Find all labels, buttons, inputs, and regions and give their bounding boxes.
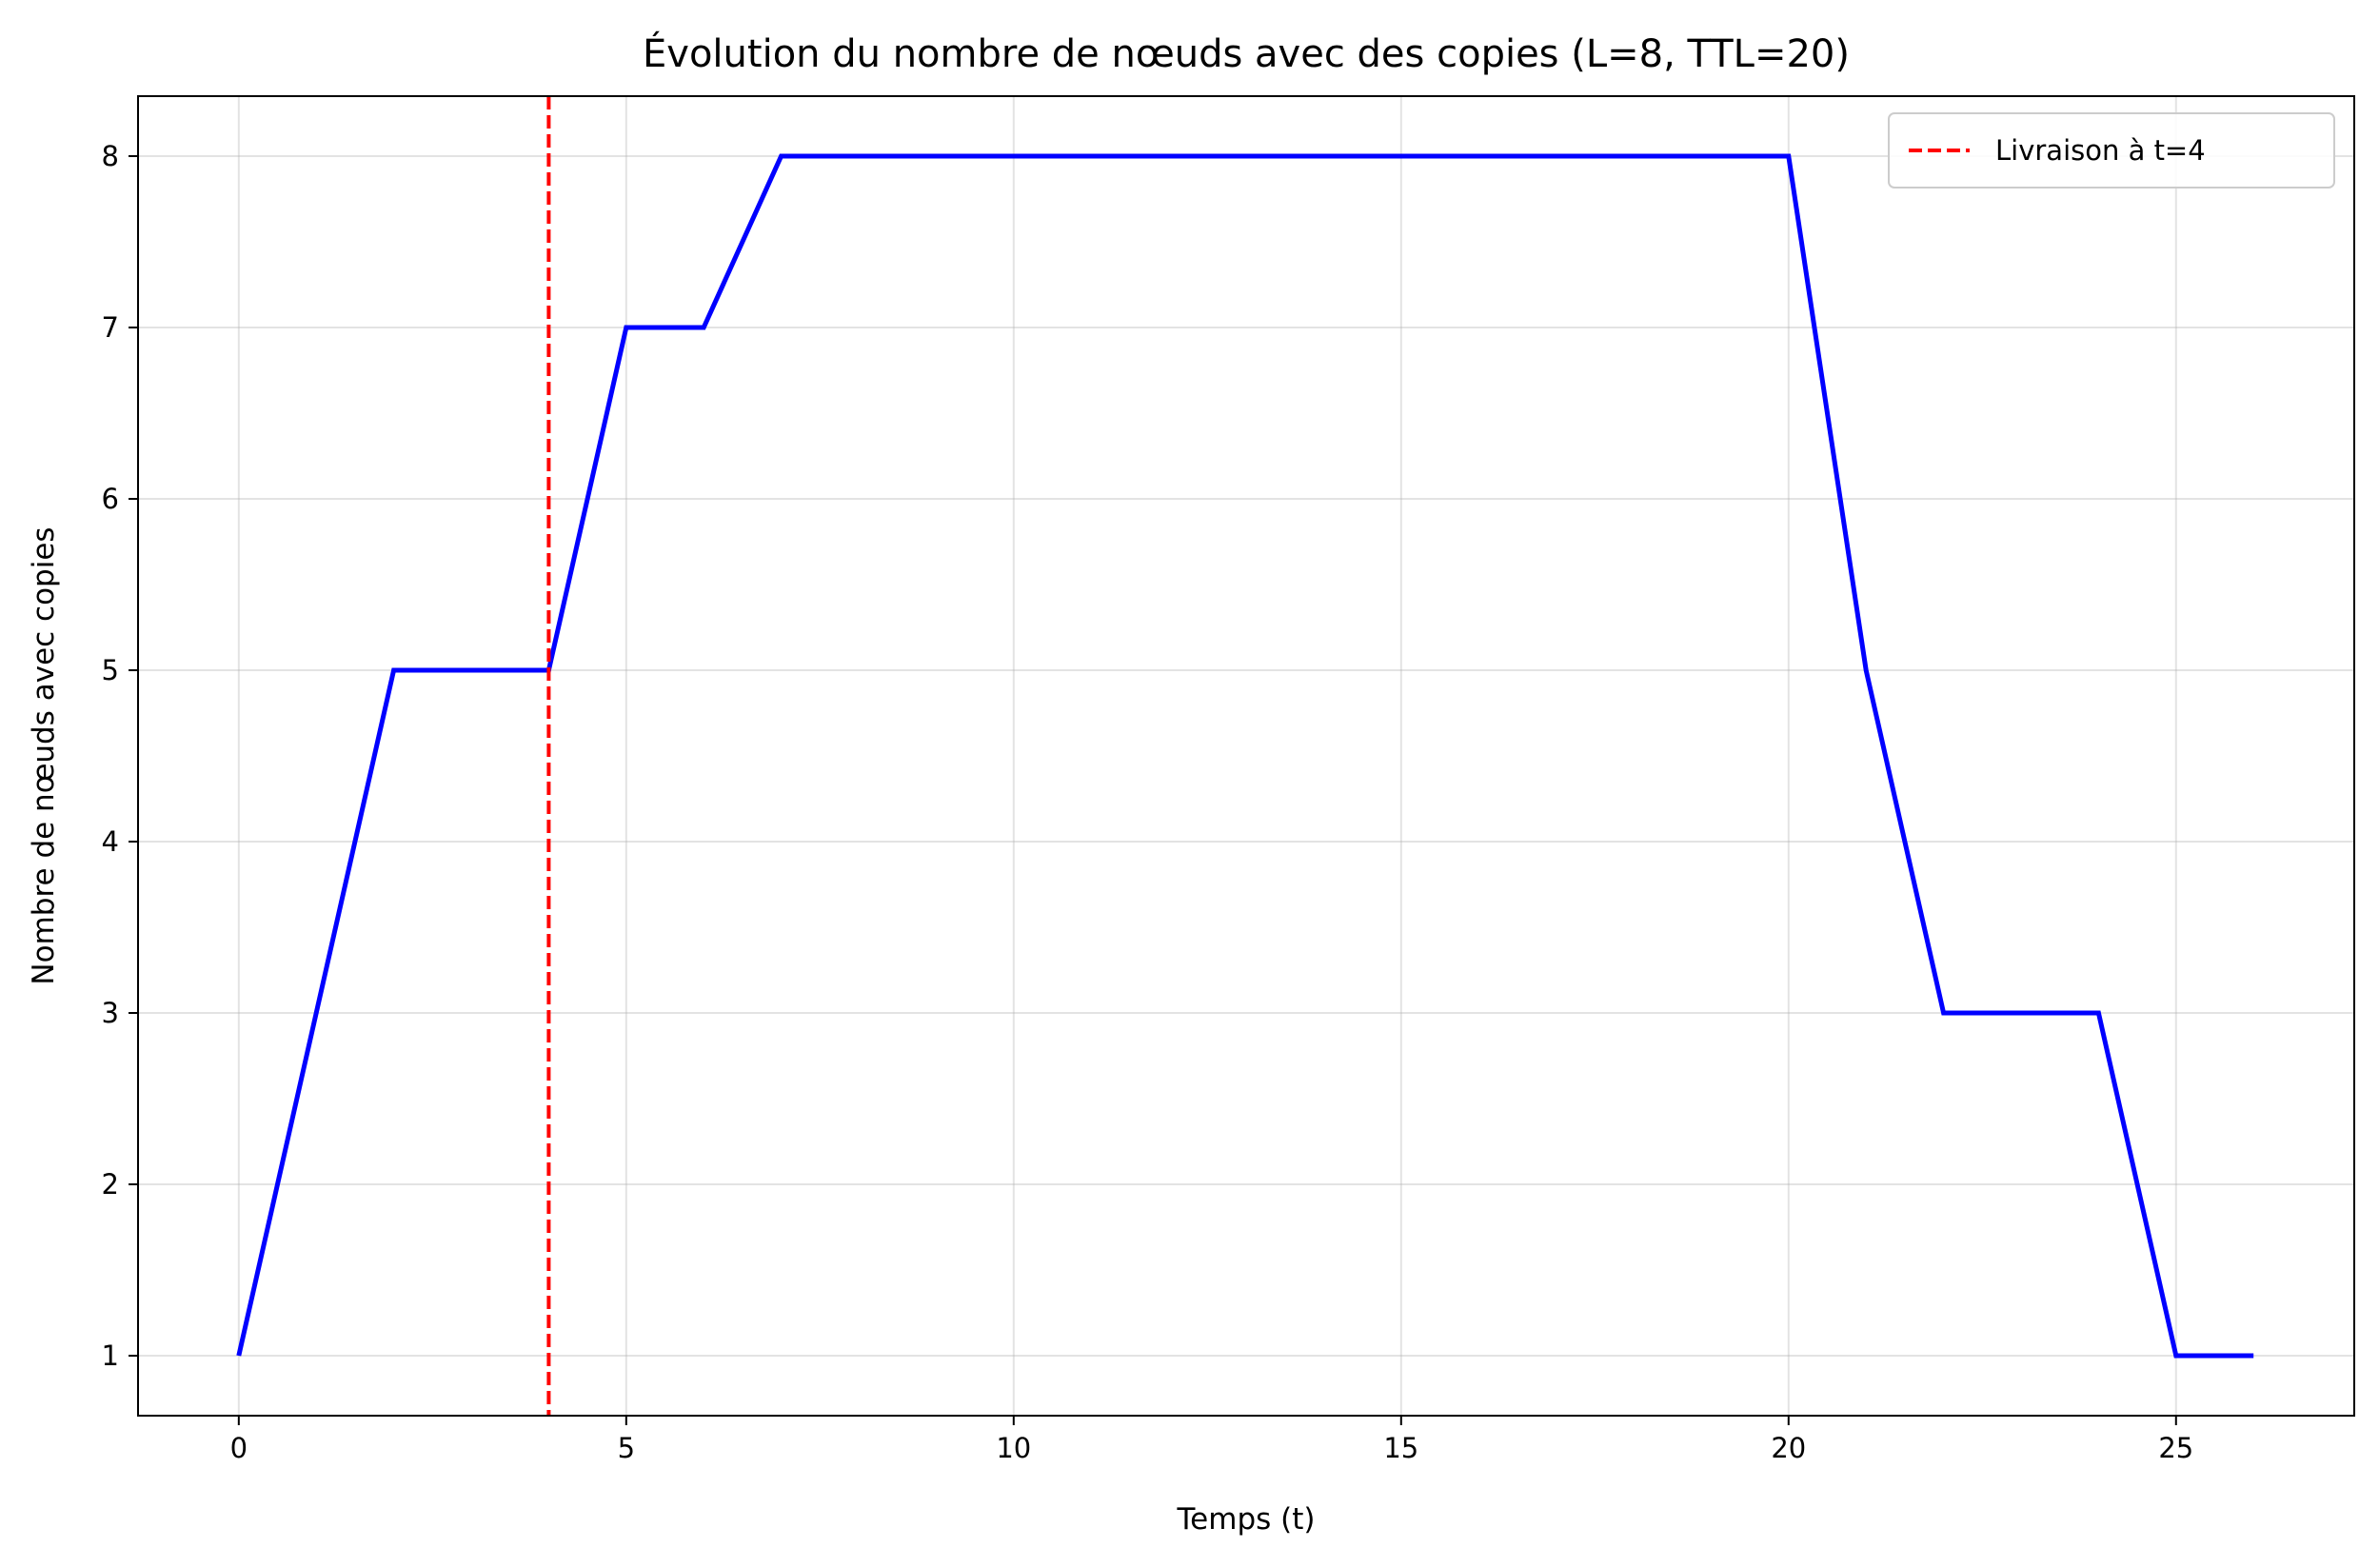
chart-title: Évolution du nombre de nœuds avec des co… [643,30,1850,76]
plot-area [236,96,2254,1416]
x-axis-label: Temps (t) [1177,1502,1316,1537]
x-tick-label: 0 [230,1432,248,1464]
y-tick-label: 6 [102,483,119,515]
y-axis-label: Nombre de nœuds avec copies [27,526,61,984]
y-tick-label: 3 [102,997,119,1029]
legend: Livraison à t=4 [1888,112,2335,189]
x-tick-label: 5 [618,1432,635,1464]
axes-frame [137,95,2355,1417]
x-tick-label: 20 [1771,1432,1806,1464]
y-tick-label: 4 [102,825,119,858]
y-tick-label: 2 [102,1168,119,1201]
y-tick-label: 7 [102,311,119,344]
y-tick-label: 5 [102,654,119,686]
series-line [236,153,2254,1359]
x-tick-label: 25 [2158,1432,2193,1464]
x-tick-label: 10 [996,1432,1031,1464]
x-tick-label: 15 [1383,1432,1418,1464]
legend-box [1888,112,2335,189]
legend-label-delivery: Livraison à t=4 [1995,134,2206,167]
y-tick-label: 1 [102,1340,119,1372]
y-tick-label: 8 [102,140,119,172]
axis-ticks: 0 5 10 15 20 25 1 2 3 4 5 6 7 8 [102,140,2194,1464]
